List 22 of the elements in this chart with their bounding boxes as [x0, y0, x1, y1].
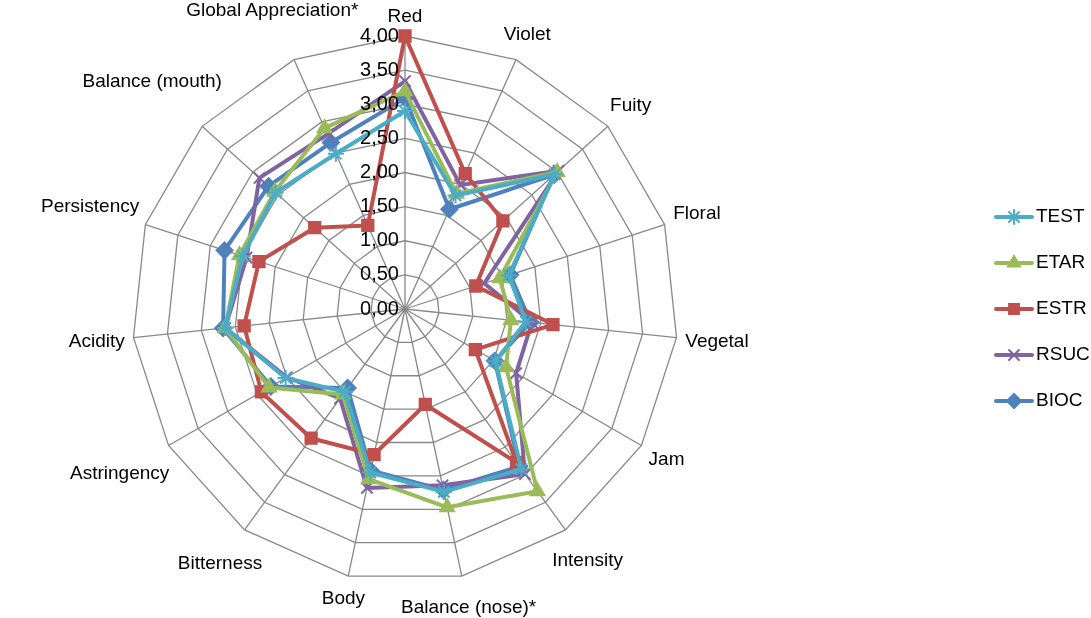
legend-label: TEST: [1036, 205, 1085, 227]
spoke-label: Acidity: [68, 329, 126, 351]
spoke-label: Fuity: [610, 94, 652, 116]
spoke-label: Balance (nose)*: [400, 596, 537, 618]
spoke-label: Floral: [673, 202, 721, 224]
spoke-label: Body: [321, 587, 366, 609]
spoke-label: Violet: [503, 22, 552, 44]
y-tick-label: 0,00: [360, 296, 399, 319]
spoke-label: Global Appreciation*: [186, 0, 359, 21]
legend-label: BIOC: [1036, 389, 1083, 411]
legend-label: RSUC: [1036, 343, 1090, 365]
legend-label: ESTR: [1036, 297, 1087, 319]
legend-label: ETAR: [1036, 251, 1086, 273]
spoke-label: Jam: [648, 448, 685, 470]
spoke-label: Persistency: [41, 194, 140, 216]
spoke-label: Balance (mouth): [82, 69, 222, 91]
spoke-label: Bitterness: [177, 551, 263, 573]
spoke-label: Vegetal: [685, 330, 749, 352]
spoke-label: Intensity: [552, 548, 624, 570]
y-tick-label: 0,50: [360, 262, 399, 285]
y-tick-label: 1,00: [360, 228, 399, 251]
spoke-label: Astringency: [70, 461, 170, 483]
